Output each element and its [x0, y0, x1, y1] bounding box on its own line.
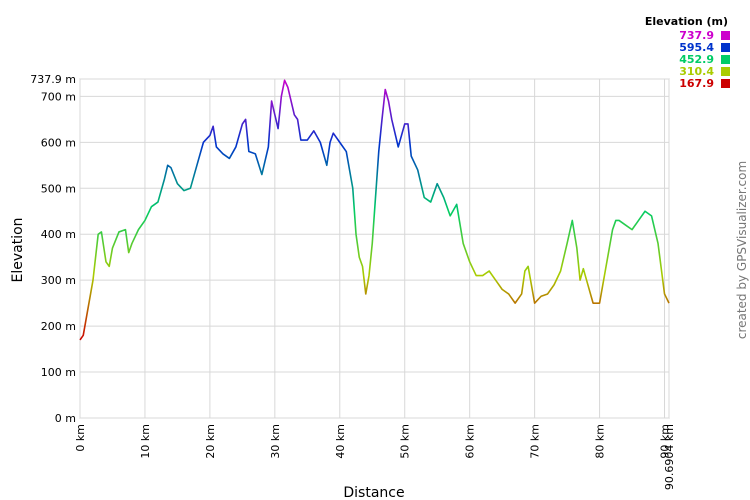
x-tick-label: 90 km — [659, 424, 672, 459]
y-tick-label: 300 m — [41, 274, 76, 287]
x-tick-label: 80 km — [594, 424, 607, 459]
legend-label: 167.9 — [679, 77, 714, 90]
credit: created by GPSVisualizer.com — [735, 161, 749, 339]
x-tick-label: 20 km — [204, 424, 217, 459]
legend-label: 310.4 — [679, 65, 714, 78]
legend-label: 737.9 — [679, 29, 714, 42]
legend-swatch — [721, 55, 730, 64]
y-tick-label: 600 m — [41, 136, 76, 149]
legend-label: 452.9 — [679, 53, 714, 66]
x-tick-label: 50 km — [399, 424, 412, 459]
y-tick-label: 400 m — [41, 228, 76, 241]
x-tick-label: 70 km — [529, 424, 542, 459]
x-tick-label: 10 km — [139, 424, 152, 459]
y-tick-label: 700 m — [41, 90, 76, 103]
legend-label: 595.4 — [679, 41, 714, 54]
y-tick-label: 200 m — [41, 320, 76, 333]
legend-swatch — [721, 79, 730, 88]
x-tick-label: 40 km — [334, 424, 347, 459]
y-axis-label: Elevation — [10, 217, 26, 282]
x-axis-label: Distance — [343, 485, 404, 500]
y-tick-label: 737.9 m — [30, 73, 76, 86]
elevation-line — [79, 79, 670, 341]
x-tick-label: 0 km — [74, 424, 87, 452]
plot-area — [79, 78, 670, 419]
y-tick-label: 100 m — [41, 366, 76, 379]
y-tick-label: 500 m — [41, 182, 76, 195]
legend-title: Elevation (m) — [645, 15, 728, 28]
legend-swatch — [721, 31, 730, 40]
x-tick-label: 90.6904 km — [663, 424, 676, 490]
y-tick-label: 0 m — [55, 412, 76, 425]
legend-swatch — [721, 67, 730, 76]
x-tick-label: 60 km — [464, 424, 477, 459]
x-tick-label: 30 km — [269, 424, 282, 459]
legend-swatch — [721, 43, 730, 52]
